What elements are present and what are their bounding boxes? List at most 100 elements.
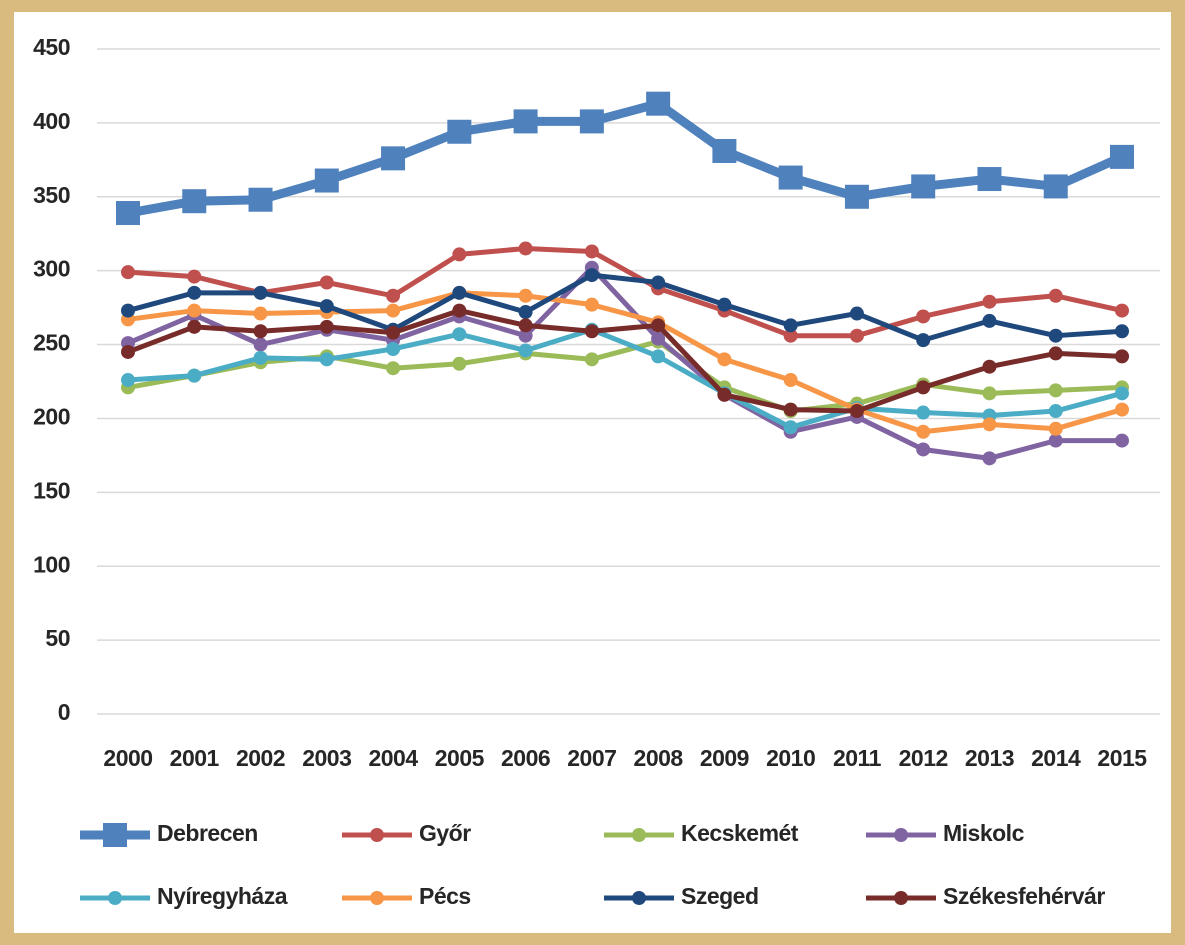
x-tick-label: 2015 xyxy=(1097,745,1147,771)
x-tick-label: 2003 xyxy=(302,745,351,771)
data-point xyxy=(518,288,533,303)
data-point xyxy=(579,109,604,134)
data-point xyxy=(518,305,533,320)
data-point xyxy=(783,318,798,333)
data-point xyxy=(381,146,406,171)
data-point xyxy=(1048,383,1063,398)
data-point xyxy=(584,268,599,283)
data-point xyxy=(253,337,268,352)
data-point xyxy=(844,184,869,209)
series-line xyxy=(127,265,1122,461)
x-tick-label: 2011 xyxy=(833,745,882,771)
series-line xyxy=(127,246,1123,339)
y-tick-label: 250 xyxy=(33,330,70,356)
data-point xyxy=(982,294,997,309)
data-point xyxy=(982,313,997,328)
data-point xyxy=(187,285,202,300)
data-point xyxy=(513,109,538,134)
x-tick-label: 2014 xyxy=(1031,745,1081,771)
x-tick-label: 2002 xyxy=(236,745,285,771)
data-point xyxy=(1043,174,1068,199)
data-point xyxy=(386,303,401,318)
data-point xyxy=(717,352,732,367)
legend-label: Pécs xyxy=(419,883,471,909)
legend-marker xyxy=(370,891,384,905)
series-line xyxy=(127,327,1123,430)
data-point xyxy=(916,309,931,324)
data-point xyxy=(584,352,599,367)
data-point xyxy=(452,303,467,318)
data-point xyxy=(452,356,467,371)
y-tick-label: 200 xyxy=(33,404,70,430)
data-point xyxy=(187,319,202,334)
y-tick-label: 450 xyxy=(33,34,70,60)
data-point xyxy=(386,341,401,356)
data-point xyxy=(717,297,732,312)
data-point xyxy=(916,380,931,395)
data-point xyxy=(783,420,798,435)
x-tick-label: 2001 xyxy=(170,745,220,771)
data-point xyxy=(651,275,666,290)
data-point xyxy=(1048,346,1063,361)
data-point xyxy=(121,344,135,359)
y-tick-label: 150 xyxy=(33,477,70,503)
data-point xyxy=(319,352,334,367)
x-tick-label: 2009 xyxy=(700,745,749,771)
x-tick-label: 2010 xyxy=(766,745,815,771)
data-point xyxy=(1048,328,1063,343)
x-tick-label: 2006 xyxy=(501,745,550,771)
legend-marker xyxy=(894,891,908,905)
series-line xyxy=(127,99,1124,218)
y-tick-label: 400 xyxy=(33,108,70,134)
data-point xyxy=(1115,402,1129,417)
legend-marker xyxy=(370,828,384,842)
data-point xyxy=(187,303,202,318)
data-point xyxy=(319,299,334,314)
data-point xyxy=(783,328,798,343)
data-point xyxy=(916,405,931,420)
data-point xyxy=(253,285,268,300)
data-point xyxy=(982,417,997,432)
data-point xyxy=(849,306,864,321)
y-tick-label: 300 xyxy=(33,256,70,282)
data-point xyxy=(783,402,798,417)
data-point xyxy=(1115,386,1129,401)
data-point xyxy=(187,269,202,284)
data-point xyxy=(717,387,732,402)
series-line xyxy=(127,272,1123,343)
legend-marker xyxy=(103,823,127,847)
x-tick-label: 2000 xyxy=(103,745,152,771)
legend-marker xyxy=(632,891,646,905)
data-point xyxy=(1048,288,1063,303)
x-tick-label: 2013 xyxy=(965,745,1014,771)
data-point xyxy=(518,343,533,358)
data-point xyxy=(911,174,936,199)
data-point xyxy=(386,288,401,303)
legend-label: Nyíregyháza xyxy=(157,883,288,909)
chart-area xyxy=(14,12,1171,933)
data-point xyxy=(982,451,997,466)
data-point xyxy=(916,442,931,457)
data-point xyxy=(121,265,135,280)
data-point xyxy=(452,285,467,300)
data-point xyxy=(253,324,268,339)
data-point xyxy=(916,333,931,348)
x-tick-label: 2012 xyxy=(899,745,948,771)
y-tick-label: 100 xyxy=(33,551,70,577)
data-point xyxy=(1048,433,1063,448)
data-point xyxy=(121,303,135,318)
legend-label: Miskolc xyxy=(943,820,1025,846)
series-line xyxy=(127,290,1123,435)
legend-marker xyxy=(108,891,122,905)
y-tick-label: 50 xyxy=(45,625,70,651)
legend-label: Győr xyxy=(419,820,471,846)
y-tick-label: 0 xyxy=(58,699,70,725)
legend-label: Debrecen xyxy=(157,820,258,846)
data-point xyxy=(1110,144,1134,169)
data-point xyxy=(982,386,997,401)
data-point xyxy=(1048,421,1063,436)
data-point xyxy=(253,306,268,321)
data-point xyxy=(319,275,334,290)
